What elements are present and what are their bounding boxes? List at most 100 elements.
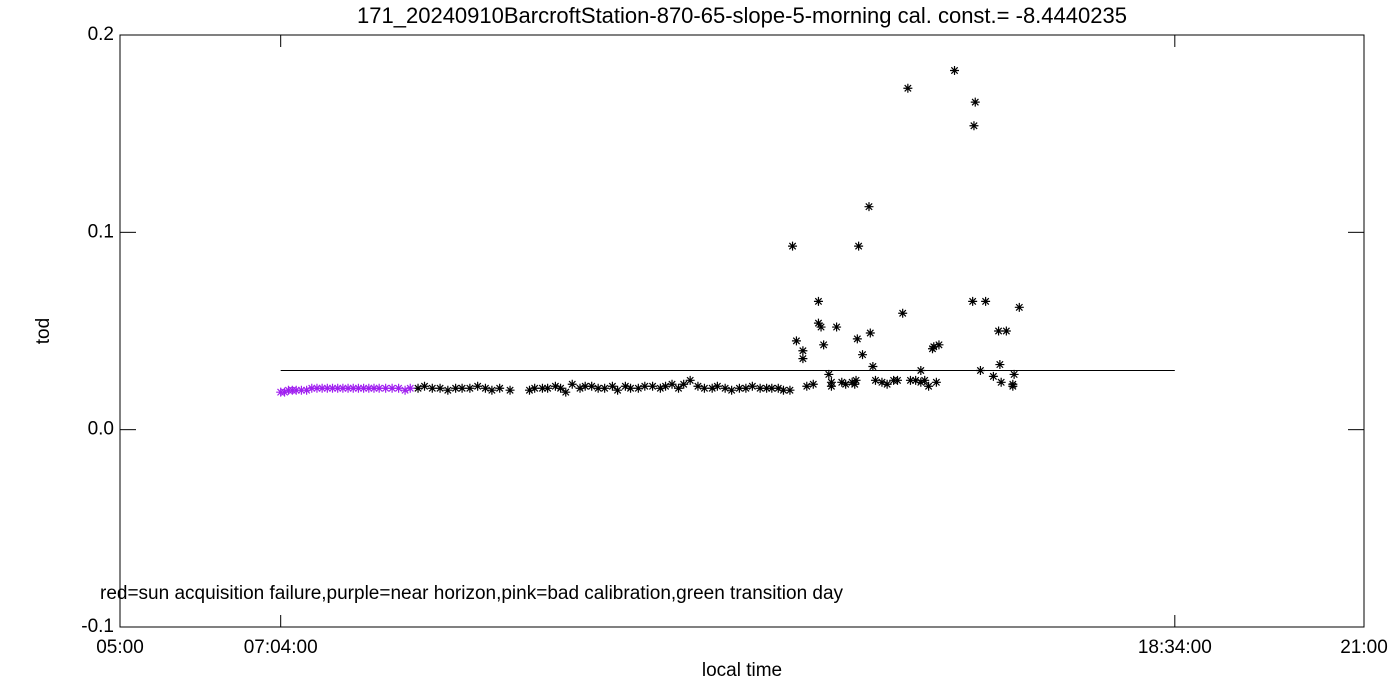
point xyxy=(394,383,404,393)
point xyxy=(996,377,1006,387)
y-tick-label: 0.0 xyxy=(88,419,114,440)
point xyxy=(868,362,878,372)
point xyxy=(387,383,397,393)
point xyxy=(929,342,939,352)
point xyxy=(798,354,808,364)
point xyxy=(773,383,783,393)
point xyxy=(580,381,590,391)
point xyxy=(480,383,490,393)
point xyxy=(317,383,327,393)
point xyxy=(1001,326,1011,336)
point xyxy=(858,350,868,360)
point xyxy=(457,383,467,393)
point xyxy=(607,381,617,391)
point xyxy=(699,383,709,393)
point xyxy=(537,383,547,393)
point xyxy=(620,381,630,391)
point xyxy=(626,383,636,393)
point xyxy=(851,375,861,385)
y-tick-label: 0.2 xyxy=(88,24,114,45)
point xyxy=(296,385,306,395)
point xyxy=(850,379,860,389)
point xyxy=(405,383,415,393)
point xyxy=(312,383,322,393)
point xyxy=(911,375,921,385)
point xyxy=(348,383,358,393)
point xyxy=(968,296,978,306)
point xyxy=(720,383,730,393)
point xyxy=(707,383,717,393)
point xyxy=(307,383,317,393)
point xyxy=(640,381,650,391)
point xyxy=(741,383,751,393)
point xyxy=(865,328,875,338)
point xyxy=(524,385,534,395)
y-tick-label: 0.1 xyxy=(88,221,114,242)
point xyxy=(328,383,338,393)
x-tick-label: 07:04:00 xyxy=(244,637,318,658)
point xyxy=(785,385,795,395)
point xyxy=(343,383,353,393)
point xyxy=(693,381,703,391)
point xyxy=(587,381,597,391)
point xyxy=(826,377,836,387)
point xyxy=(291,385,301,395)
point xyxy=(988,371,998,381)
point xyxy=(427,383,437,393)
point xyxy=(712,381,722,391)
x-tick-label: 18:34:00 xyxy=(1138,637,1212,658)
point xyxy=(322,383,332,393)
point xyxy=(788,241,798,251)
point xyxy=(443,385,453,395)
point xyxy=(813,318,823,328)
x-axis-label: local time xyxy=(702,660,782,681)
point xyxy=(981,296,991,306)
point xyxy=(473,381,483,391)
point xyxy=(567,379,577,389)
point xyxy=(903,83,913,93)
point xyxy=(400,385,410,395)
point xyxy=(338,383,348,393)
point xyxy=(870,375,880,385)
point xyxy=(280,387,290,397)
point xyxy=(950,66,960,76)
point xyxy=(369,383,379,393)
point xyxy=(495,383,505,393)
point xyxy=(556,383,566,393)
point xyxy=(813,296,823,306)
point xyxy=(613,385,623,395)
point xyxy=(302,385,312,395)
point xyxy=(593,383,603,393)
point xyxy=(364,383,374,393)
point xyxy=(854,241,864,251)
point xyxy=(808,379,818,389)
point xyxy=(661,381,671,391)
plot-frame xyxy=(119,34,1365,628)
point xyxy=(762,383,772,393)
point xyxy=(333,383,343,393)
point xyxy=(413,383,423,393)
point xyxy=(791,336,801,346)
y-tick-label: -0.1 xyxy=(81,616,114,637)
point xyxy=(1014,302,1024,312)
point xyxy=(679,379,689,389)
point xyxy=(816,322,826,332)
point xyxy=(819,340,829,350)
point xyxy=(898,308,908,318)
point xyxy=(1009,369,1019,379)
point xyxy=(359,383,369,393)
annotation: red=sun acquisition failure,purple=near … xyxy=(100,583,844,604)
point xyxy=(727,385,737,395)
chart-title: 171_20240910BarcroftStation-870-65-slope… xyxy=(357,3,1127,28)
point xyxy=(905,375,915,385)
point xyxy=(931,377,941,387)
point xyxy=(916,365,926,375)
point xyxy=(934,340,944,350)
point xyxy=(916,377,926,387)
point xyxy=(920,375,930,385)
point xyxy=(837,377,847,387)
point xyxy=(435,383,445,393)
point xyxy=(1008,381,1018,391)
